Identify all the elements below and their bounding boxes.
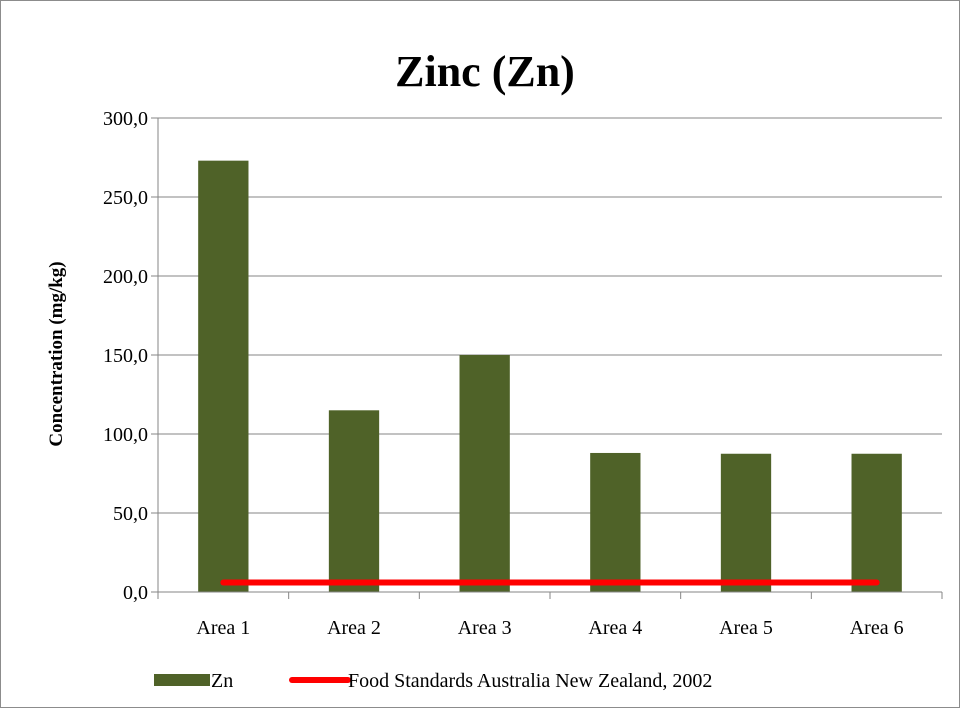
legend-label-standard: Food Standards Australia New Zealand, 20… <box>348 670 712 692</box>
x-tick-labels: Area 1 Area 2 Area 3 Area 4 Area 5 Area 6 <box>196 617 903 639</box>
y-tick-label: 150,0 <box>103 345 148 367</box>
y-tick-label: 0,0 <box>123 582 148 604</box>
x-tick-label: Area 2 <box>327 617 381 639</box>
bar <box>198 160 249 592</box>
legend-label-zn: Zn <box>211 670 233 692</box>
gridlines <box>158 117 942 514</box>
chart-title: Zinc (Zn) <box>395 47 575 96</box>
y-tick-label: 100,0 <box>103 424 148 446</box>
x-tick-label: Area 3 <box>458 617 512 639</box>
axes <box>151 117 943 599</box>
legend: Zn Food Standards Australia New Zealand, … <box>154 670 712 692</box>
x-tick-label: Area 4 <box>588 617 642 639</box>
y-tick-label: 200,0 <box>103 266 148 288</box>
legend-swatch-zn <box>154 674 210 686</box>
y-tick-label: 300,0 <box>103 108 148 130</box>
x-tick-label: Area 6 <box>850 617 904 639</box>
bar <box>851 453 902 592</box>
y-tick-label: 50,0 <box>113 503 148 525</box>
bar <box>328 410 380 592</box>
y-tick-labels: 0,0 50,0 100,0 150,0 200,0 250,0 300,0 <box>103 108 148 604</box>
x-tick-label: Area 5 <box>719 617 773 639</box>
y-axis-label: Concentration (mg/kg) <box>46 261 67 446</box>
y-tick-label: 250,0 <box>103 187 148 209</box>
x-tick-label: Area 1 <box>196 617 250 639</box>
bar <box>720 453 772 592</box>
bar <box>590 452 641 592</box>
bars <box>198 160 902 592</box>
bar <box>459 355 510 592</box>
